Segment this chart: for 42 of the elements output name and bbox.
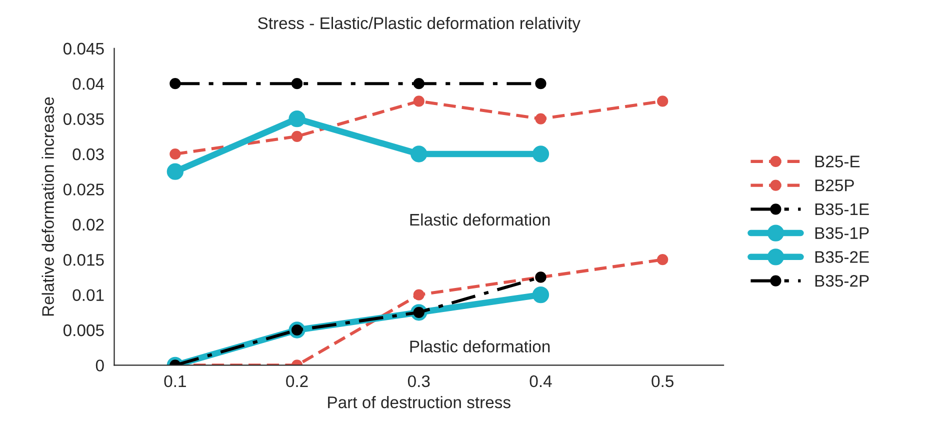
annotation: Plastic deformation [410,340,550,352]
x-tick-label: 0.2 [286,375,308,388]
legend-label: B35-1E [815,203,869,216]
y-axis-title: Relative deformation increase [42,97,54,316]
y-tick-label: 0.04 [72,78,104,90]
x-tick-label: 0.4 [530,375,552,388]
point [170,78,181,90]
point [535,78,546,90]
point [413,289,424,300]
point [288,110,306,128]
y-tick-label: 0.01 [72,289,104,302]
point [535,113,546,124]
point [410,146,428,162]
x-axis-title: Part of destruction stress [328,396,510,408]
point [532,146,550,162]
y-tick-label: 0.025 [63,184,104,196]
point [532,286,550,304]
point [291,130,303,142]
x-tick-label: 0.3 [408,375,430,388]
point [170,148,181,160]
legend-label: B25-E [815,156,860,168]
legend-label: B35-1P [815,227,869,240]
legend-label: B25P [815,180,854,192]
legend-label: B35-2E [815,251,869,263]
chart-title: Stress - Elastic/Plastic deformation relativity [258,16,580,32]
x-tick-label: 0.5 [652,375,674,388]
point [413,96,424,107]
point [657,254,668,266]
legend-label: B35-2P [815,274,869,287]
point [413,78,424,90]
y-tick-label: 0 [96,360,104,372]
point [166,163,184,180]
y-tick-label: 0.03 [72,148,104,160]
point [291,78,303,90]
annotation: Elastic deformation [410,213,550,226]
y-tick-label: 0.035 [63,113,104,126]
y-tick-label: 0.015 [63,254,104,266]
y-tick-label: 0.005 [63,324,104,336]
y-tick-label: 0.045 [63,42,104,55]
x-tick-label: 0.1 [164,375,186,388]
point [657,96,668,107]
y-tick-label: 0.02 [72,218,104,231]
